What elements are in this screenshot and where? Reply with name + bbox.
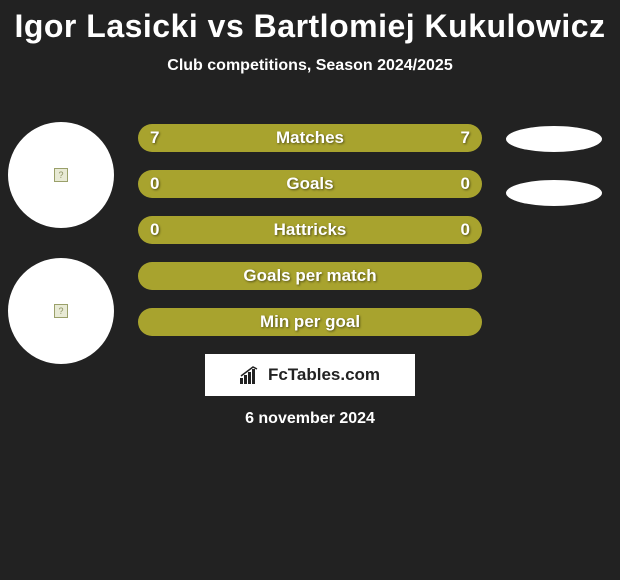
logo-text: FcTables.com <box>268 365 380 385</box>
stat-right-value: 0 <box>461 220 470 240</box>
player-photo-1: ? <box>8 122 114 228</box>
stat-label: Hattricks <box>274 220 347 240</box>
page-title: Igor Lasicki vs Bartlomiej Kukulowicz <box>0 0 620 45</box>
stat-row-matches: 7 Matches 7 <box>138 124 482 152</box>
player-photo-2: ? <box>8 258 114 364</box>
stat-left-value: 0 <box>150 174 159 194</box>
stat-left-value: 0 <box>150 220 159 240</box>
stat-row-goals: 0 Goals 0 <box>138 170 482 198</box>
left-photo-column: ? ? <box>8 122 114 364</box>
date-line: 6 november 2024 <box>0 410 620 428</box>
stat-row-hattricks: 0 Hattricks 0 <box>138 216 482 244</box>
broken-image-icon: ? <box>54 168 68 182</box>
right-ellipse-1 <box>506 126 602 152</box>
stat-row-goals-per-match: Goals per match <box>138 262 482 290</box>
stats-rows: 7 Matches 7 0 Goals 0 0 Hattricks 0 Goal… <box>138 124 482 336</box>
page-subtitle: Club competitions, Season 2024/2025 <box>0 57 620 75</box>
stat-right-value: 7 <box>461 128 470 148</box>
stat-label: Goals <box>286 174 333 194</box>
logo-box: FcTables.com <box>205 354 415 396</box>
stat-left-value: 7 <box>150 128 159 148</box>
stat-label: Goals per match <box>243 266 376 286</box>
chart-icon <box>240 366 262 384</box>
stat-right-value: 0 <box>461 174 470 194</box>
stat-row-min-per-goal: Min per goal <box>138 308 482 336</box>
right-ellipse-2 <box>506 180 602 206</box>
stat-label: Matches <box>276 128 344 148</box>
right-ellipse-column <box>506 126 602 206</box>
broken-image-icon: ? <box>54 304 68 318</box>
stat-label: Min per goal <box>260 312 360 332</box>
